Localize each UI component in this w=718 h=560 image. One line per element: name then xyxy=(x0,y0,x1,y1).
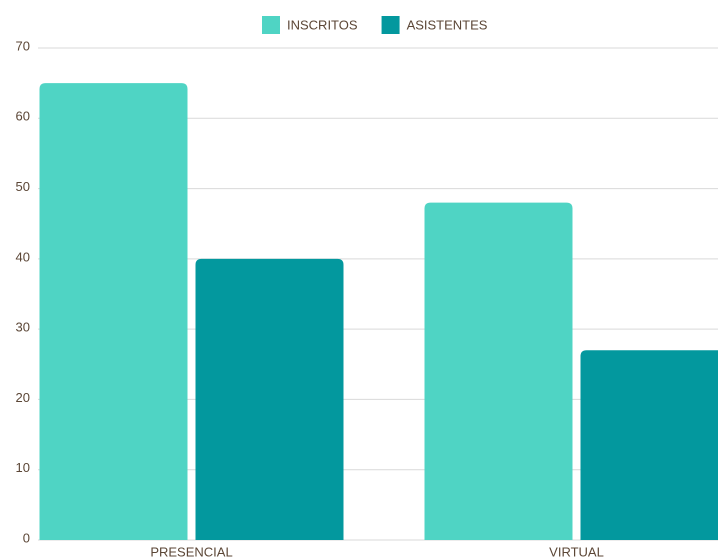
bar xyxy=(424,202,573,540)
y-tick-label: 50 xyxy=(16,179,30,194)
legend-swatch xyxy=(262,16,280,34)
bar xyxy=(39,83,188,541)
y-tick-label: 70 xyxy=(16,38,30,53)
y-tick-label: 0 xyxy=(23,530,30,545)
y-tick-label: 40 xyxy=(16,249,30,264)
y-tick-label: 60 xyxy=(16,109,30,124)
bar xyxy=(195,258,344,540)
bar xyxy=(580,350,718,540)
x-tick-label: VIRTUAL xyxy=(549,544,604,559)
legend-label: ASISTENTES xyxy=(407,17,488,32)
legend-swatch xyxy=(381,16,400,34)
y-tick-label: 10 xyxy=(16,460,30,475)
legend-label: INSCRITOS xyxy=(287,17,358,32)
x-tick-label: PRESENCIAL xyxy=(150,544,232,559)
y-tick-label: 20 xyxy=(16,390,30,405)
y-tick-label: 30 xyxy=(16,320,30,335)
